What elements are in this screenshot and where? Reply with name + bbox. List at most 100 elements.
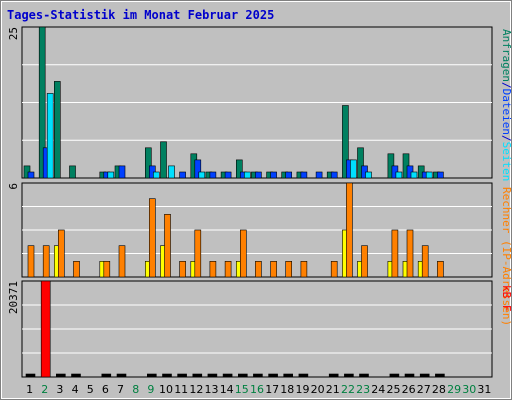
x-axis-day-label: 14 [220, 383, 234, 396]
bar-dateien-day-12 [194, 159, 202, 179]
bar-dateien-day-14 [224, 171, 232, 179]
x-axis-day-label: 18 [280, 383, 294, 396]
bar-rechner-day-27 [421, 245, 429, 278]
bar-seiten-day-26 [410, 171, 418, 179]
bar-kb-f-day-4 [71, 373, 81, 378]
x-axis-day-label: 5 [87, 383, 94, 396]
bar-kb-f-day-22 [344, 373, 354, 378]
x-axis-day-label: 13 [205, 383, 219, 396]
bar-kb-f-day-2 [40, 280, 51, 378]
bar-kb-f-day-17 [268, 373, 278, 378]
chart-panels: 25 Anfragen/Dateien/Seiten 6 Rechner (IP-Ad… [7, 26, 512, 378]
bar-rechner-day-11 [179, 260, 186, 278]
bar-kb-f-day-13 [207, 373, 218, 378]
x-axis-day-label: 10 [159, 383, 173, 396]
bar-kb-f-day-12 [192, 373, 203, 378]
bar-kb-f-day-19 [298, 373, 309, 378]
bar-kb-f-day-27 [419, 373, 430, 378]
bar-seiten-day-2 [46, 93, 54, 179]
x-axis-day-label: 9 [147, 383, 154, 396]
chart-panel-top: 25 Anfragen/Dateien/Seiten [7, 26, 512, 181]
x-axis-day-label: 16 [250, 383, 264, 396]
bar-kb-f-day-15 [238, 373, 248, 378]
bar-kb-f-day-14 [222, 373, 233, 378]
legend-entry: / [500, 82, 512, 89]
x-axis-day-label: 12 [189, 383, 203, 396]
bar-rechner-day-13 [209, 260, 217, 278]
x-axis-day-label: 29 [447, 383, 461, 396]
bar-rechner-day-3 [57, 229, 65, 278]
bar-kb-f-day-21 [328, 373, 339, 378]
bar-anfragen-day-2 [38, 26, 46, 179]
x-axis-day-label: 23 [356, 383, 370, 396]
bar-rechner-day-1 [27, 245, 35, 278]
x-axis-day-label: 30 [462, 383, 476, 396]
bar-seiten-day-12 [198, 171, 206, 179]
bar-rechner-day-19 [300, 260, 308, 278]
bar-kb-f-day-3 [55, 373, 66, 378]
legend-bottom: kB F [500, 285, 512, 312]
bar-dateien-day-21 [330, 171, 338, 179]
bar-anfragen-day-15 [236, 159, 243, 179]
bar-rechner-day-14 [224, 260, 232, 278]
x-axis-day-label: 11 [174, 383, 188, 396]
bar-anfragen-day-9 [145, 147, 152, 179]
bar-rechner-day-6 [103, 260, 111, 278]
bar-rechner-day-7 [118, 245, 126, 278]
bar-kb-f-day-28 [435, 373, 445, 378]
x-axis-day-label: 2 [41, 383, 48, 396]
bar-rechner-day-18 [285, 260, 293, 278]
chart-title: Tages-Statistik im Monat Februar 2025 [7, 8, 274, 22]
bar-kb-f-day-23 [359, 373, 369, 378]
chart-panel-bottom: 20371 kB F [7, 280, 512, 378]
bar-anfragen-day-22 [342, 105, 349, 179]
bar-anfragen-day-3 [53, 81, 61, 179]
bar-anfragen-day-10 [160, 141, 167, 179]
bar-kb-f-day-18 [283, 373, 294, 378]
x-axis-day-label: 27 [417, 383, 431, 396]
bar-dateien-day-19 [300, 171, 308, 179]
legend-entry: Anfragen [500, 29, 512, 82]
bar-kb-f-day-16 [253, 373, 263, 378]
bar-kb-f-day-6 [101, 373, 112, 378]
bar-rechner-day-23 [361, 245, 368, 278]
bar-seiten-day-9 [153, 171, 160, 179]
x-axis-day-label: 26 [402, 383, 416, 396]
legend-entry: Dateien [500, 89, 512, 135]
x-axis-day-label: 31 [477, 383, 491, 396]
x-axis-day-label: 4 [72, 383, 79, 396]
bar-rechner-day-4 [73, 260, 80, 278]
bar-rechner-day-16 [255, 260, 262, 278]
bar-dateien-day-1 [27, 171, 35, 179]
y-axis-max-label: 25 [7, 27, 20, 40]
bar-rechner-day-28 [437, 260, 444, 278]
bar-rechner-day-26 [406, 229, 414, 278]
bar-kb-f-day-1 [25, 373, 36, 378]
bar-seiten-day-22 [350, 159, 357, 179]
bar-seiten-day-15 [244, 171, 251, 179]
bar-seiten-day-25 [395, 171, 403, 179]
bar-kb-f-day-25 [389, 373, 400, 378]
x-axis-day-label: 6 [102, 383, 109, 396]
bar-rechner-day-2 [42, 245, 50, 278]
x-axis-day-label: 7 [117, 383, 124, 396]
bar-rechner-day-21 [330, 260, 338, 278]
bar-dateien-day-18 [285, 171, 293, 179]
bar-kb-f-day-26 [404, 373, 415, 378]
legend-top: Anfragen/Dateien/Seiten [500, 29, 512, 181]
bar-rechner-day-22 [346, 182, 353, 278]
x-axis-day-label: 19 [296, 383, 310, 396]
bar-dateien-day-28 [437, 171, 444, 179]
bar-dateien-day-17 [270, 171, 277, 179]
legend-entry: / [500, 135, 512, 142]
x-axis-day-label: 22 [341, 383, 355, 396]
bar-anfragen-day-4 [69, 165, 76, 179]
y-axis-max-label: 20371 [7, 281, 20, 314]
chart-panel-middle: 6 Rechner (IP-Adressen) [7, 182, 512, 326]
x-axis-day-label: 28 [432, 383, 446, 396]
bar-dateien-day-13 [209, 171, 217, 179]
legend-entry: Rechner (IP-Adressen) [500, 187, 512, 326]
y-axis-max-label: 6 [7, 183, 20, 190]
